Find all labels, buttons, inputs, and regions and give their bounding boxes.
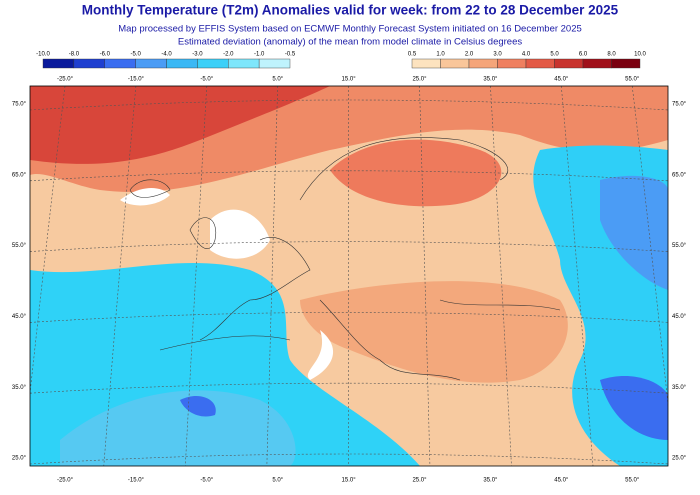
legend-swatch [73, 58, 105, 69]
legend-swatch [104, 58, 136, 69]
lon-label: 15.0° [342, 478, 357, 484]
legend-swatch [582, 58, 612, 69]
legend-swatch [42, 58, 75, 69]
legend-label: -4.0 [161, 52, 172, 58]
legend-swatch [228, 58, 260, 69]
legend-swatch [611, 58, 641, 69]
parallel [30, 170, 668, 182]
lat-label: 35.0° [672, 385, 687, 391]
legend-label: -2.0 [223, 52, 234, 58]
parallel [30, 453, 668, 465]
meridian [490, 86, 512, 466]
legend-swatch [166, 58, 198, 69]
legend-label: 5.0 [550, 52, 559, 58]
legend-swatch [497, 58, 527, 69]
legend-label: 2.0 [465, 52, 474, 58]
lat-label: 35.0° [12, 385, 27, 391]
lon-label: 55.0° [625, 478, 640, 484]
legend-label: 8.0 [607, 52, 616, 58]
legend-swatch [197, 58, 229, 69]
lat-label: 55.0° [12, 243, 27, 249]
legend-label: 10.0 [634, 52, 646, 58]
subtitle: Estimated deviation (anomaly) of the mea… [178, 37, 523, 48]
lon-label: 35.0° [483, 478, 498, 484]
map-frame [29, 85, 669, 467]
legend-label: -6.0 [100, 52, 111, 58]
lon-label: -5.0° [200, 77, 213, 83]
legend-swatch [525, 58, 555, 69]
lat-label: 25.0° [12, 456, 27, 462]
lon-label: -15.0° [128, 77, 145, 83]
legend-label: -5.0 [130, 52, 141, 58]
meridian [185, 86, 208, 466]
lat-label: 25.0° [672, 456, 687, 462]
lon-label: -25.0° [57, 77, 74, 83]
lat-label: 65.0° [12, 172, 27, 178]
lon-label: -15.0° [128, 478, 145, 484]
legend-label: -8.0 [69, 52, 80, 58]
lon-label: 45.0° [554, 478, 569, 484]
legend-label: -0.5 [285, 52, 296, 58]
lon-label: -5.0° [200, 478, 213, 484]
lat-label: 75.0° [12, 102, 27, 108]
legend-label: 0.5 [408, 52, 417, 58]
map [30, 86, 668, 466]
parallel [30, 99, 668, 111]
legend-swatch [411, 58, 441, 69]
legend-swatch [554, 58, 584, 69]
parallel [30, 382, 668, 394]
lon-label: 5.0° [272, 478, 283, 484]
lat-label: 45.0° [672, 314, 687, 320]
legend-swatch [135, 58, 167, 69]
lon-label: 35.0° [483, 77, 498, 83]
legend-label: 3.0 [493, 52, 502, 58]
lat-label: 65.0° [672, 172, 687, 178]
lon-label: 45.0° [554, 77, 569, 83]
lat-label: 55.0° [672, 243, 687, 249]
meridian [266, 86, 278, 466]
lon-label: 5.0° [272, 77, 283, 83]
lon-label: 25.0° [412, 478, 427, 484]
parallel [30, 241, 668, 252]
legend-swatch [468, 58, 498, 69]
legend-swatch [440, 58, 470, 69]
lon-label: 25.0° [412, 77, 427, 83]
meridian [419, 86, 431, 466]
lon-label: 15.0° [342, 77, 357, 83]
title: Monthly Temperature (T2m) Anomalies vali… [82, 3, 619, 18]
legend-label: -10.0 [36, 52, 50, 58]
lon-label: 55.0° [625, 77, 640, 83]
lat-label: 75.0° [672, 102, 687, 108]
legend-label: -3.0 [192, 52, 203, 58]
legend-label: -1.0 [254, 52, 265, 58]
legend-label: 4.0 [522, 52, 531, 58]
legend-swatch [258, 58, 291, 69]
lat-label: 45.0° [12, 314, 27, 320]
subtitle: Map processed by EFFIS System based on E… [118, 24, 582, 35]
legend-label: 6.0 [579, 52, 588, 58]
lon-label: -25.0° [57, 478, 74, 484]
legend-label: 1.0 [436, 52, 445, 58]
parallel [30, 312, 668, 323]
